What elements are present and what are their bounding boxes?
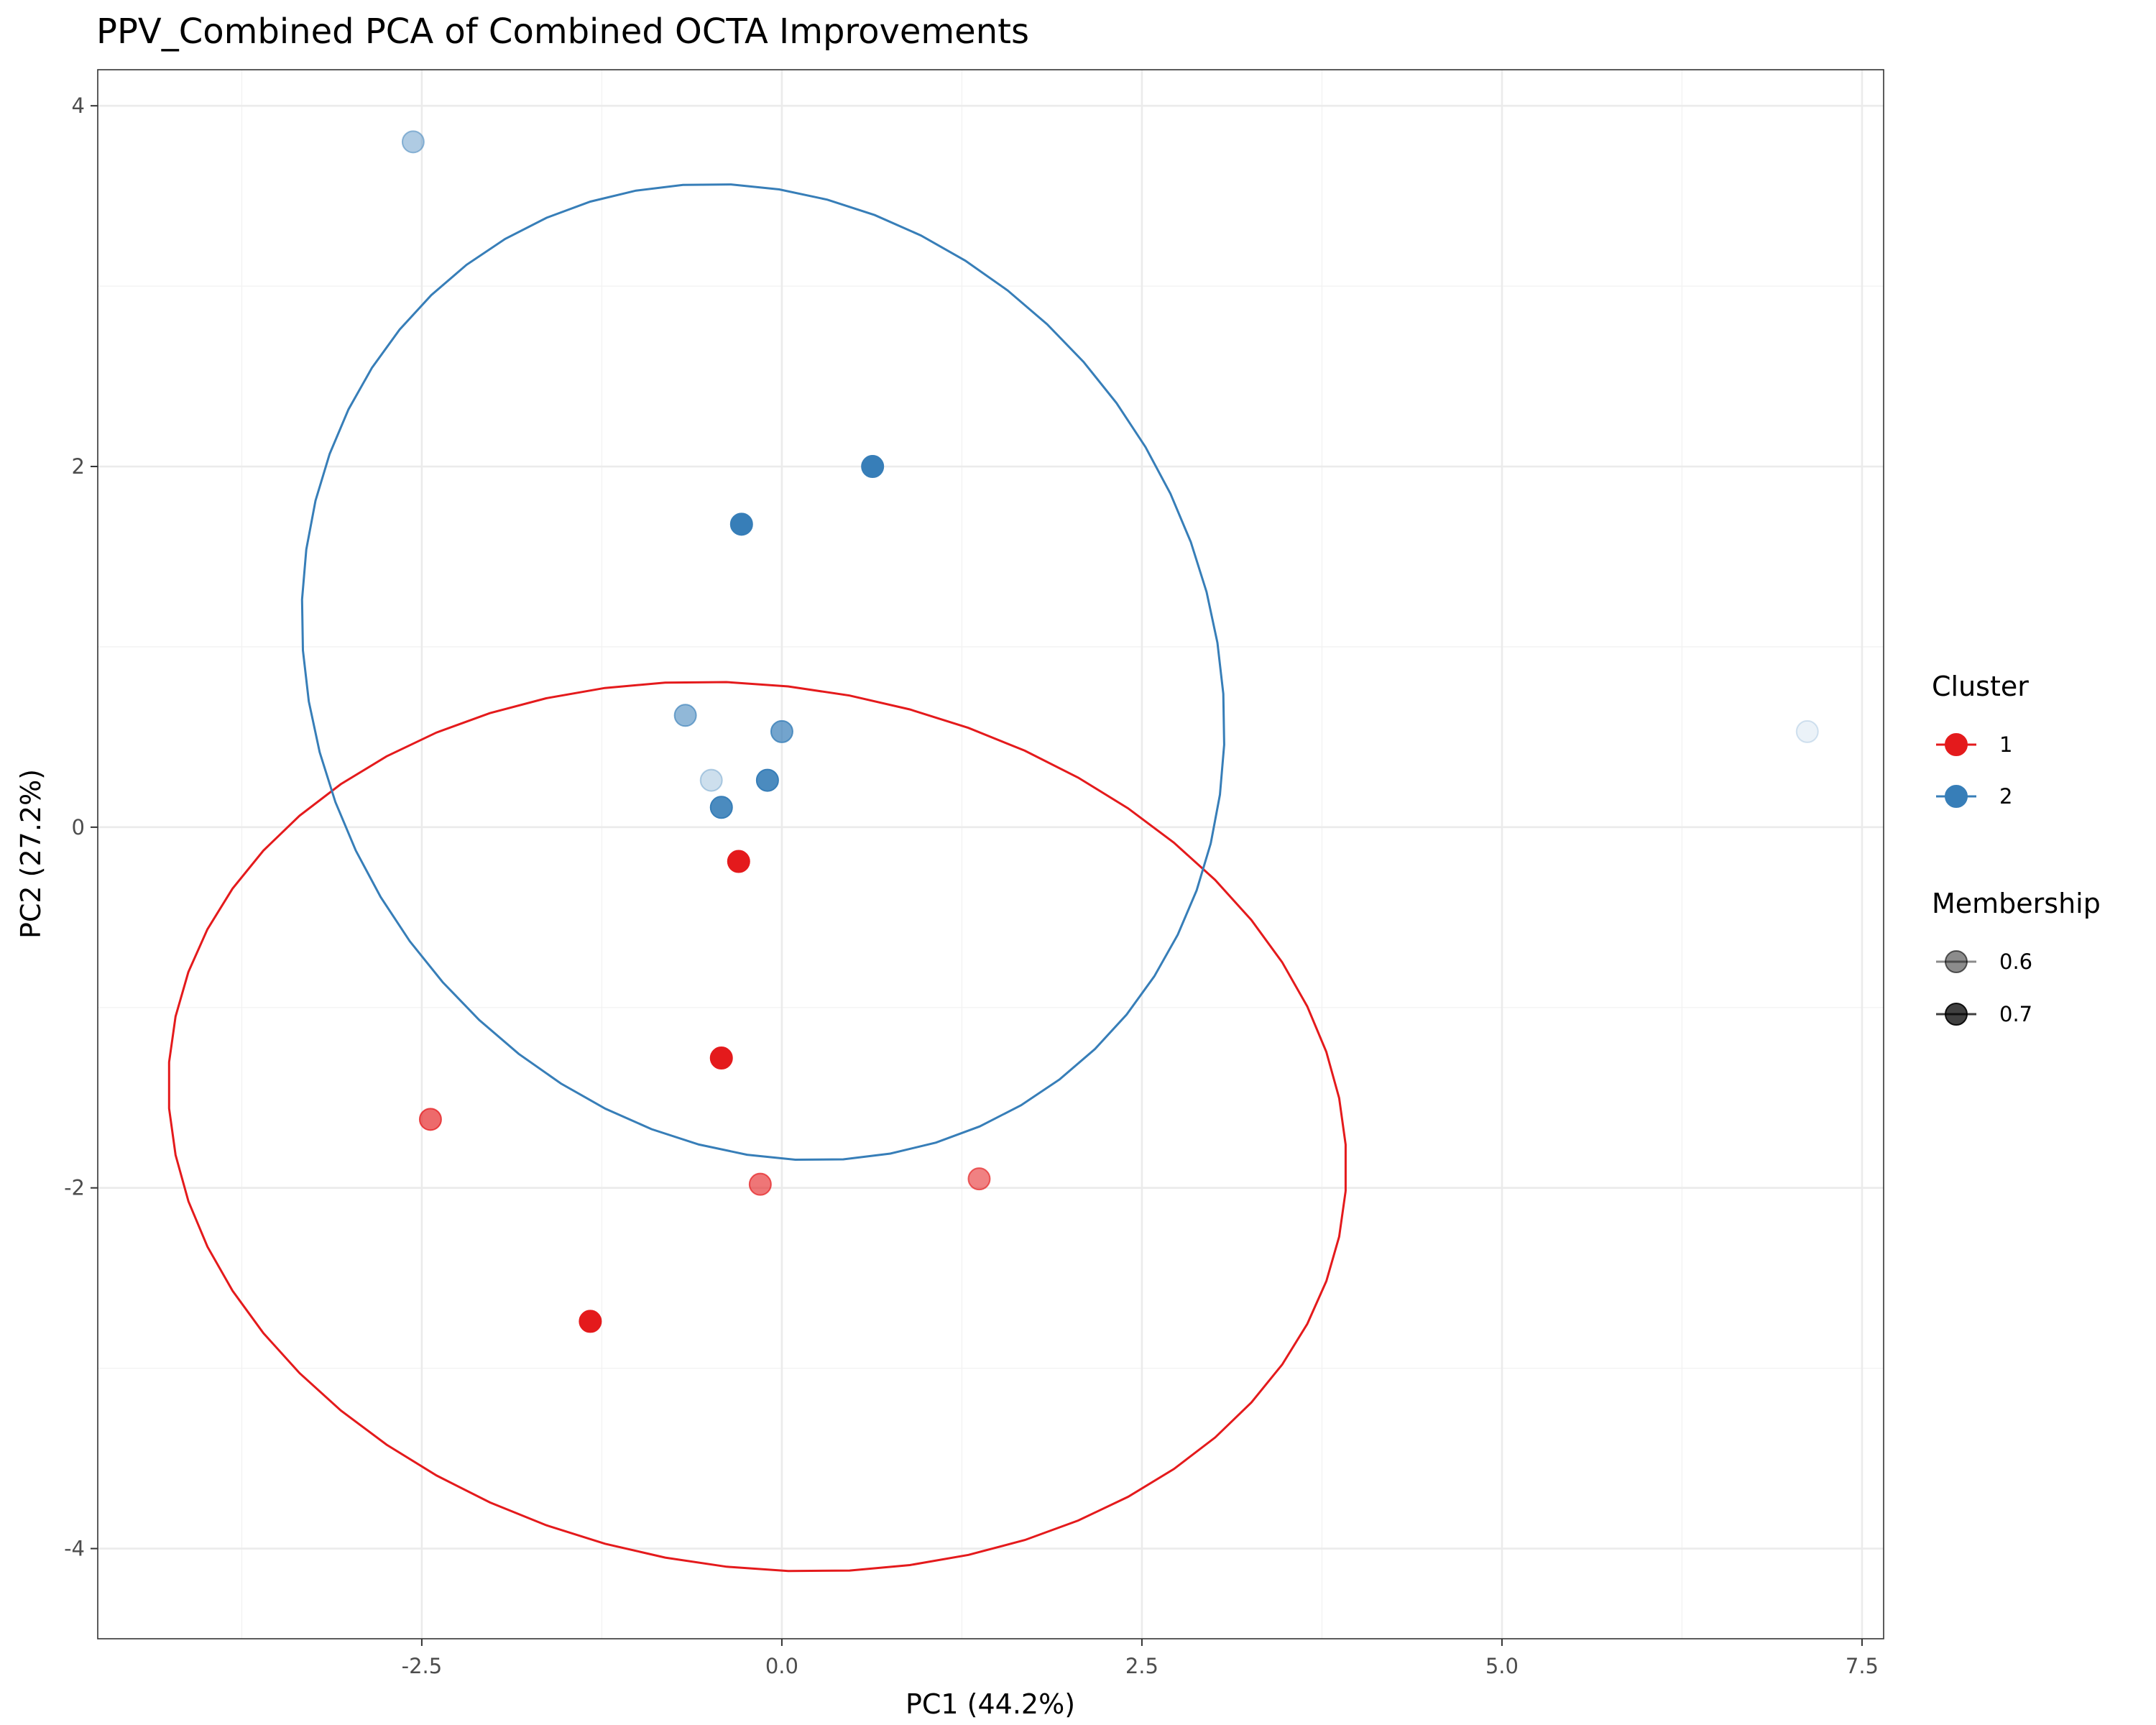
cluster-1-point (748, 1172, 772, 1196)
x-tick-label: 0.0 (765, 1654, 798, 1678)
y-axis-ticks: -4 -2 0 2 4 (64, 93, 98, 1561)
y-tick-label: -2 (64, 1176, 85, 1200)
legend-cluster-title: Cluster (1932, 671, 2029, 702)
cluster-2-ellipse (300, 183, 1225, 1162)
x-tick-label: 7.5 (1846, 1654, 1879, 1678)
legend-membership-title: Membership (1932, 888, 2101, 919)
legend-cluster-items: 12 (1936, 732, 2012, 809)
y-tick-label: 4 (72, 93, 85, 118)
cluster-ellipses (167, 183, 1347, 1573)
legend: Cluster 12 Membership 0.60.7 (1932, 671, 2101, 1026)
y-axis-label: PC2 (27.2%) (15, 769, 47, 939)
cluster-2-point (770, 719, 793, 743)
cluster-2-point (755, 768, 779, 792)
cluster-2-point (709, 796, 733, 819)
legend-membership-key-point (1945, 1003, 1968, 1026)
legend-membership-items: 0.6 0.7 (1936, 949, 2032, 1026)
x-tick-label: 2.5 (1125, 1654, 1158, 1678)
plot-panel-border (97, 69, 1884, 1639)
cluster-1-point (579, 1310, 602, 1333)
cluster-1-point (727, 850, 750, 873)
y-tick-label: 0 (72, 815, 85, 840)
cluster-1-ellipse (167, 681, 1347, 1573)
legend-cluster-key-point (1945, 785, 1968, 808)
cluster-1-point (709, 1046, 733, 1070)
legend-membership-key-point (1945, 950, 1968, 973)
legend-cluster-label: 2 (1999, 784, 2012, 809)
minor-gridlines (98, 70, 1884, 1639)
chart-title: PPV_Combined PCA of Combined OCTA Improv… (96, 12, 1029, 52)
legend-cluster-label: 1 (1999, 732, 2012, 757)
data-points (401, 130, 1819, 1333)
cluster-2-point (729, 512, 753, 536)
legend-cluster-key-point (1945, 733, 1968, 756)
cluster-2-point (861, 455, 885, 479)
cluster-1-point (967, 1167, 991, 1191)
legend-membership-label: 0.6 (1999, 949, 2032, 974)
cluster-2-point (401, 130, 425, 154)
x-axis-label: PC1 (44.2%) (906, 1688, 1075, 1720)
x-tick-label: 5.0 (1485, 1654, 1519, 1678)
x-tick-label: -2.5 (402, 1654, 443, 1678)
major-gridlines (98, 70, 1884, 1639)
cluster-1-point (418, 1108, 442, 1131)
legend-membership-label: 0.7 (1999, 1002, 2032, 1026)
y-tick-label: 2 (72, 454, 85, 479)
x-axis-ticks: -2.5 0.0 2.5 5.0 7.5 (402, 1639, 1879, 1678)
cluster-2-point (1795, 719, 1819, 743)
y-tick-label: -4 (64, 1537, 85, 1561)
cluster-2-point (673, 704, 697, 727)
cluster-2-point (699, 768, 723, 792)
